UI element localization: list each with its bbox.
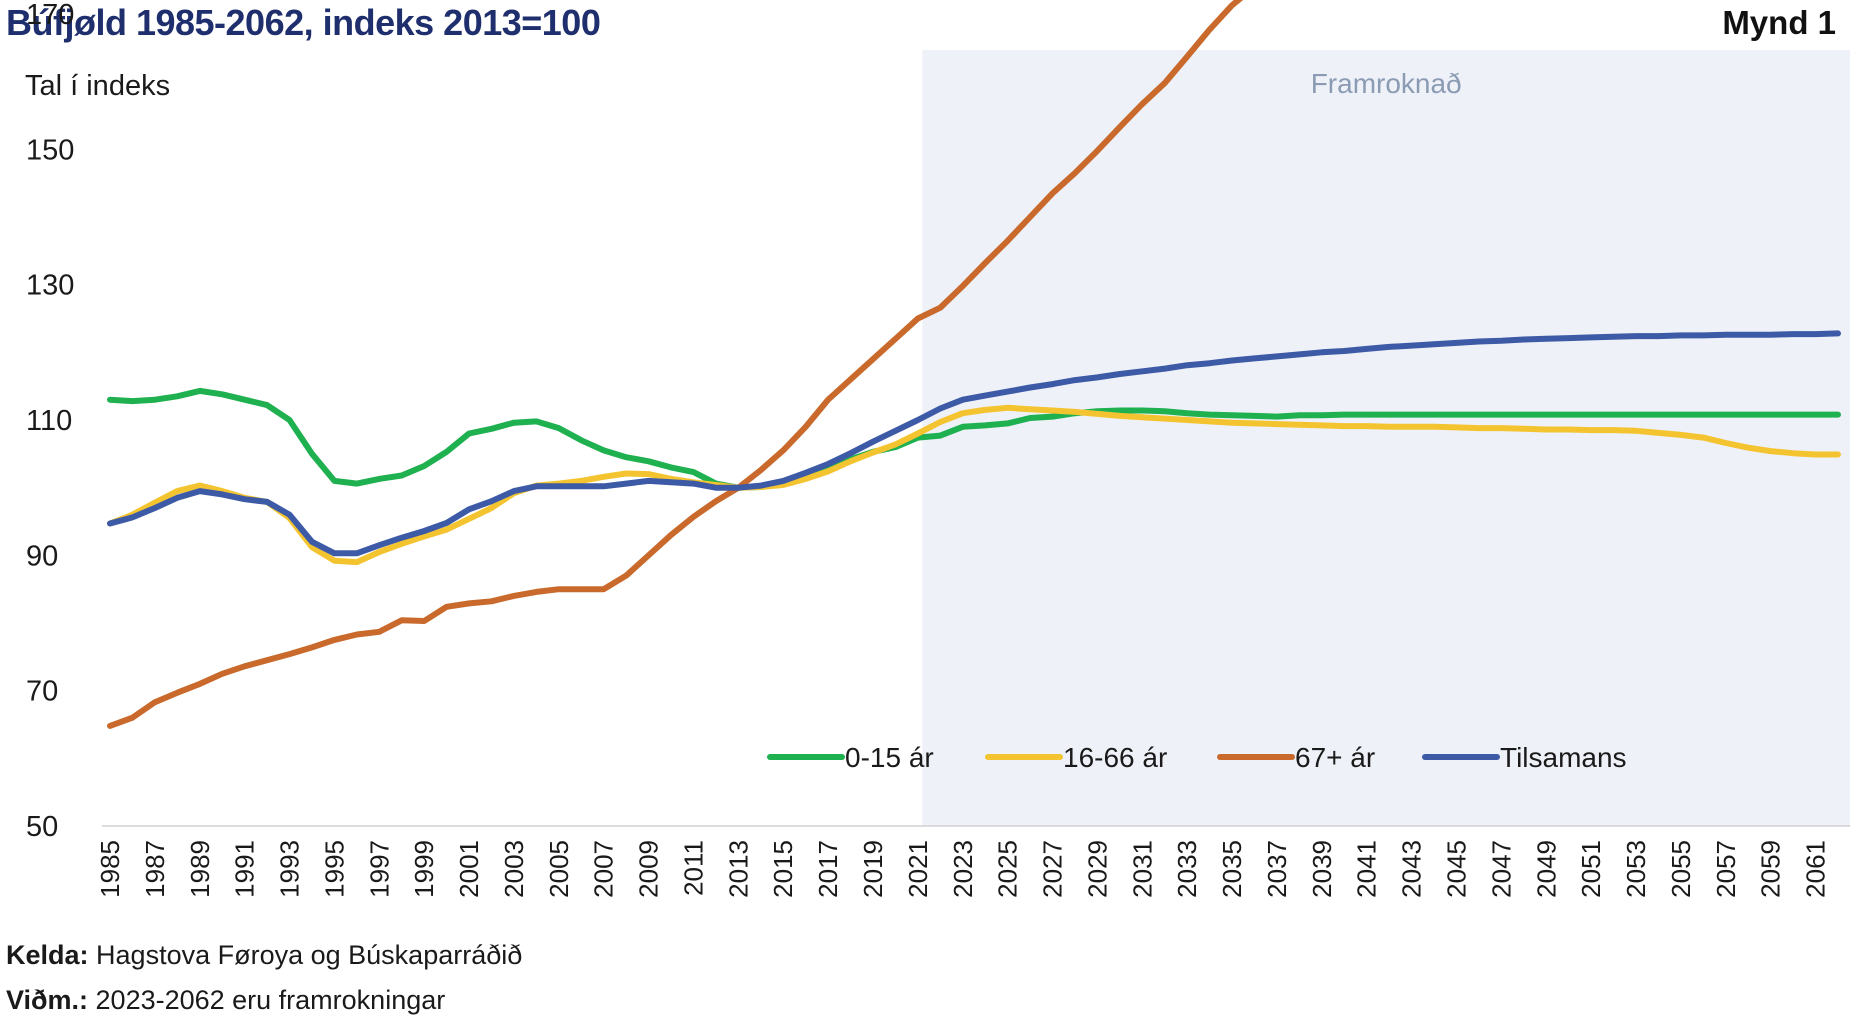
legend: 0-15 ár 16-66 ár 67+ ár Tilsamans [767,742,1627,773]
x-tick-label: 2049 [1531,840,1561,898]
x-tick-label: 2035 [1217,840,1247,898]
x-tick-label: 1989 [185,840,215,898]
x-tick-label: 2037 [1262,840,1292,898]
x-tick-label: 2029 [1082,840,1112,898]
x-tick-label: 2019 [858,840,888,898]
x-tick-label: 2005 [544,840,574,898]
series-line [107,404,1841,566]
y-tick-label: 150 [26,134,74,166]
projection-note: Viðm.: 2023-2062 eru framrokningar [6,985,445,1016]
y-tick-label: 50 [26,811,58,843]
legend-label: 67+ ár [1295,742,1375,773]
legend-label: Tilsamans [1500,742,1627,773]
chart-title: Búfjøld 1985-2062, indeks 2013=100 [6,2,601,43]
x-tick-label: 1987 [140,840,170,898]
x-tick-label: 2051 [1576,840,1606,898]
x-tick-label: 2007 [589,840,619,898]
y-tick-label: 110 [26,405,72,437]
line-chart: Framroknað 50709011013015017019021019851… [26,0,1850,898]
legend-label: 16-66 ár [1063,742,1167,773]
x-tick-label: 2039 [1307,840,1337,898]
x-tick-label: 2009 [634,840,664,898]
y-tick-label: 90 [26,540,58,572]
x-tick-label: 2041 [1352,840,1382,898]
y-tick-label: 130 [26,270,74,302]
x-tick-label: 2061 [1801,840,1831,898]
x-tick-label: 1993 [275,840,305,898]
series-line [107,0,1244,729]
x-tick-label: 2003 [499,840,529,898]
x-tick-label: 2001 [454,840,484,898]
x-tick-label: 2015 [768,840,798,898]
x-tick-label: 2059 [1756,840,1786,898]
x-tick-label: 1991 [230,840,260,898]
x-tick-label: 2033 [1172,840,1202,898]
y-tick-label: 170 [26,0,74,31]
legend-label: 0-15 ár [845,742,934,773]
x-tick-label: 1985 [95,840,125,898]
x-tick-label: 1999 [409,840,439,898]
series-line [107,387,1841,491]
note-label: Viðm.: [6,985,89,1015]
x-tick-label: 2057 [1711,840,1741,898]
x-tick-label: 2045 [1441,840,1471,898]
y-tick-label: 70 [26,676,58,708]
y-axis-label: Tal í indeks [25,70,171,102]
source-text: Hagstova Føroya og Búskaparráðið [96,940,523,970]
series-line [107,330,1841,557]
figure-label: Mynd 1 [1722,4,1836,41]
note-text: 2023-2062 eru framrokningar [95,985,446,1015]
x-tick-label: 2025 [993,840,1023,898]
x-tick-label: 2043 [1397,840,1427,898]
x-tick-label: 2013 [723,840,753,898]
x-tick-label: 2047 [1486,840,1516,898]
x-tick-label: 1997 [364,840,394,898]
x-tick-label: 2017 [813,840,843,898]
x-tick-label: 2023 [948,840,978,898]
axis-layer: 5070901101301501701902101985198719891991… [26,0,1850,898]
x-tick-label: 2031 [1127,840,1157,898]
source-note: Kelda: Hagstova Føroya og Búskaparráðið [6,940,522,971]
x-tick-label: 2027 [1038,840,1068,898]
x-tick-label: 1995 [319,840,349,898]
source-label: Kelda: [6,940,89,970]
series-layer [107,0,1841,729]
x-tick-label: 2055 [1666,840,1696,898]
projection-label: Framroknað [1311,68,1462,99]
x-tick-label: 2053 [1621,840,1651,898]
x-tick-label: 2011 [678,840,708,896]
x-tick-label: 2021 [903,840,933,898]
